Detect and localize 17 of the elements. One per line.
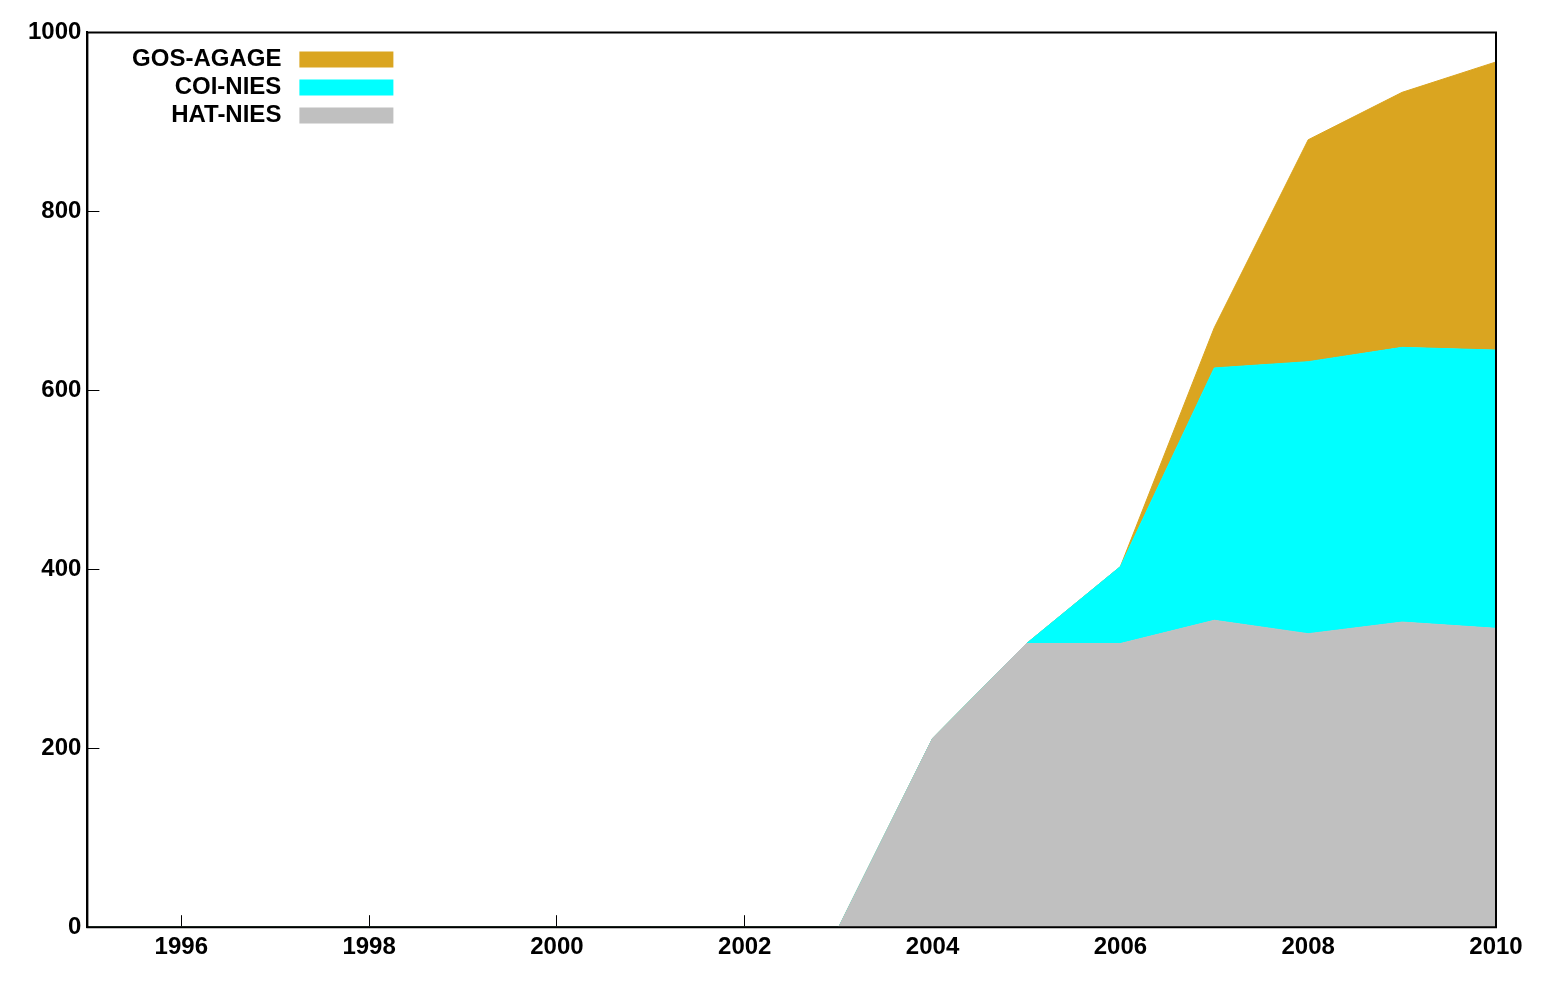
y-tick-label: 0 xyxy=(68,911,82,939)
y-tick-label: 200 xyxy=(41,732,82,760)
legend-label: GOS-AGAGE xyxy=(132,44,282,72)
legend-label: HAT-NIES xyxy=(171,100,282,128)
y-tick-label: 800 xyxy=(41,195,82,223)
x-tick-label: 1998 xyxy=(342,932,396,960)
y-tick-label: 400 xyxy=(41,553,82,581)
legend-label: COI-NIES xyxy=(174,72,282,100)
x-tick-label: 2004 xyxy=(905,932,960,960)
x-tick-label: 2002 xyxy=(718,932,772,960)
y-tick-label: 1000 xyxy=(28,17,82,45)
x-tick-label: 2000 xyxy=(530,932,584,960)
x-tick-label: 2006 xyxy=(1093,932,1148,960)
y-tick-label: 600 xyxy=(41,374,82,402)
x-tick-label: 2010 xyxy=(1469,932,1523,960)
x-tick-label: 2008 xyxy=(1281,932,1335,960)
x-tick-label: 1996 xyxy=(154,932,208,960)
